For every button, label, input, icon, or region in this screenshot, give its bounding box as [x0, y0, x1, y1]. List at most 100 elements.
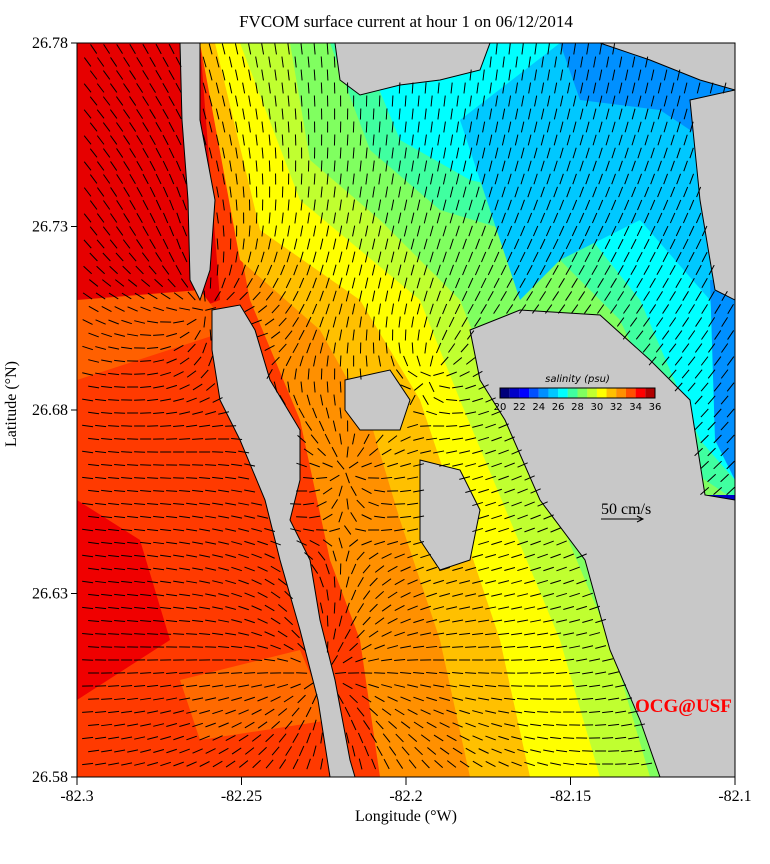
current-vector [351, 303, 356, 315]
current-vector [543, 593, 555, 597]
current-vector [167, 278, 176, 288]
current-vector [166, 672, 178, 674]
current-vector [413, 618, 425, 624]
current-vector [166, 723, 178, 727]
current-vector [136, 135, 143, 145]
current-vector [396, 759, 404, 769]
current-vector [352, 147, 355, 159]
current-vector [695, 238, 702, 250]
current-vector [305, 316, 312, 328]
current-vector [320, 56, 323, 68]
current-vector [563, 579, 574, 585]
current-vector [404, 199, 408, 211]
current-vector [494, 173, 499, 185]
current-vector [543, 619, 555, 623]
current-vector [173, 292, 184, 300]
land-upper-right [599, 43, 735, 91]
current-vector [83, 213, 92, 223]
current-vector [192, 515, 204, 519]
current-vector [437, 160, 441, 172]
current-vector [265, 291, 274, 301]
current-vector [498, 423, 509, 429]
current-vector [524, 580, 536, 584]
current-vector [192, 748, 203, 754]
current-vector [257, 592, 268, 598]
current-vector [244, 489, 256, 493]
current-vector [260, 251, 265, 263]
current-vector [108, 319, 119, 325]
current-vector [413, 592, 424, 598]
current-vector [387, 696, 398, 702]
current-vector [134, 633, 146, 635]
current-vector [634, 723, 646, 727]
current-vector [338, 277, 343, 289]
current-vector [534, 69, 538, 81]
current-vector [650, 173, 656, 185]
current-vector [173, 761, 184, 767]
current-vector [251, 684, 263, 688]
current-vector [218, 489, 230, 493]
current-vector [326, 225, 330, 237]
current-vector [472, 554, 484, 558]
current-vector [689, 173, 695, 185]
current-vector [513, 264, 520, 276]
current-vector [495, 121, 499, 133]
current-vector [524, 475, 535, 481]
current-vector [436, 290, 441, 302]
current-vector [192, 489, 204, 493]
y-tick-label: 26.68 [32, 402, 68, 419]
current-vector [553, 108, 558, 120]
current-vector [89, 200, 98, 210]
current-vector [478, 722, 489, 728]
current-vector [108, 554, 120, 558]
current-vector [701, 304, 708, 314]
current-vector [309, 489, 321, 493]
current-vector [524, 710, 536, 714]
current-vector [519, 251, 526, 263]
current-vector [439, 747, 450, 755]
current-vector [181, 251, 188, 263]
current-vector [372, 186, 375, 198]
current-vector [605, 160, 610, 172]
current-vector [521, 95, 525, 107]
current-vector [155, 252, 163, 262]
current-vector [101, 698, 113, 700]
current-vector [83, 187, 92, 197]
current-vector [368, 683, 380, 689]
current-vector [355, 657, 366, 663]
y-tick-label: 26.58 [32, 769, 68, 786]
current-vector [325, 251, 330, 263]
current-vector [257, 696, 268, 702]
current-vector [669, 317, 677, 327]
current-vector [408, 734, 418, 742]
current-vector [539, 264, 546, 276]
current-vector [443, 147, 447, 159]
current-vector [300, 381, 303, 393]
current-vector [478, 462, 490, 468]
current-vector [449, 212, 454, 224]
current-vector [82, 762, 94, 766]
current-vector [610, 278, 617, 288]
current-vector [599, 43, 603, 55]
current-vector [676, 121, 681, 133]
current-vector [514, 212, 520, 224]
current-vector [346, 342, 349, 354]
current-vector [281, 82, 284, 94]
current-vector [338, 485, 343, 497]
current-vector [147, 762, 159, 766]
current-vector [569, 619, 581, 623]
current-vector [271, 746, 280, 756]
current-vector [306, 758, 311, 770]
current-vector [434, 759, 444, 769]
current-vector [713, 408, 722, 418]
current-vector [357, 577, 364, 587]
current-vector [349, 694, 358, 704]
current-vector [179, 593, 191, 597]
current-vector [121, 346, 133, 350]
current-vector [598, 147, 603, 159]
current-vector [617, 238, 624, 250]
current-vector [429, 199, 434, 211]
current-vector [95, 346, 107, 350]
current-vector [478, 748, 489, 754]
current-vector [82, 502, 94, 506]
